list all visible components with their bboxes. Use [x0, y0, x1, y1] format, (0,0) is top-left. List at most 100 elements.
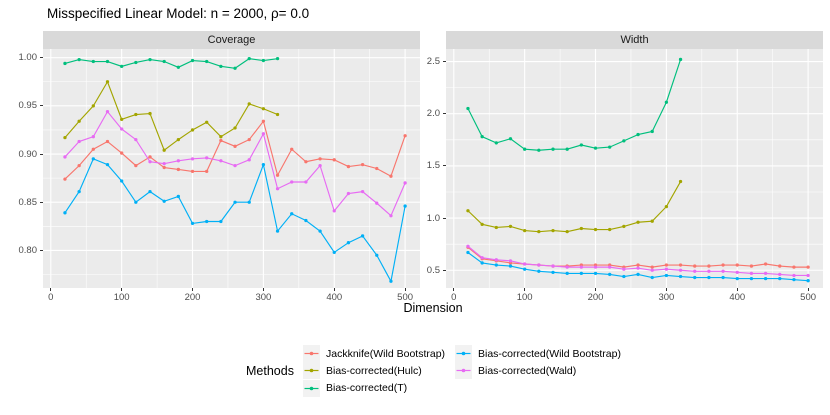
series-point-jackknife-wild-bootstrap [261, 119, 266, 123]
series-point-jackknife-wild-bootstrap [707, 264, 711, 268]
series-point-bias-corrected-hulc [636, 220, 640, 224]
series-point-bias-corrected-wild-bootstrap [290, 212, 294, 216]
x-axis-tick-label: 400 [326, 292, 343, 303]
series-point-bias-corrected-hulc [91, 104, 95, 108]
y-axis-tick-label: 1.00 [18, 52, 38, 64]
series-point-bias-corrected-hulc [190, 128, 195, 132]
series-point-bias-corrected-hulc [678, 179, 683, 184]
x-axis-tick-label: 200 [184, 292, 201, 303]
series-point-bias-corrected-wild-bootstrap [233, 200, 237, 204]
x-axis-tick-label: 500 [397, 292, 414, 303]
legend-key-swatch [303, 345, 320, 363]
series-point-jackknife-wild-bootstrap [318, 157, 322, 161]
facet-strip-width: Width [446, 31, 823, 49]
series-point-bias-corrected-hulc [565, 229, 569, 234]
series-point-bias-corrected-hulc [593, 227, 598, 232]
x-axis-tick-label: 0 [48, 292, 54, 303]
series-point-bias-corrected-wald [332, 209, 336, 213]
series-point-jackknife-wild-bootstrap [120, 151, 124, 155]
series-point-jackknife-wild-bootstrap [375, 166, 379, 171]
y-axis-tick-label: 2.0 [426, 108, 440, 120]
series-point-bias-corrected-wild-bootstrap [134, 200, 138, 204]
legend-line-icon [304, 386, 319, 391]
series-point-bias-corrected-hulc [247, 102, 251, 106]
series-point-jackknife-wild-bootstrap [247, 137, 251, 142]
legend-item-label: Jackknife(Wild Bootstrap) [326, 347, 446, 360]
x-axis-tick-label: 100 [113, 292, 130, 303]
series-point-jackknife-wild-bootstrap [290, 147, 294, 151]
series-point-bias-corrected-wald [105, 109, 110, 114]
series-point-bias-corrected-t [593, 146, 598, 150]
x-axis-tick-label: 100 [516, 292, 533, 303]
legend-line-icon [456, 351, 471, 356]
series-point-bias-corrected-wild-bootstrap [551, 270, 555, 274]
series-point-jackknife-wild-bootstrap [219, 138, 223, 143]
series-point-bias-corrected-wald [219, 159, 223, 163]
series-point-jackknife-wild-bootstrap [650, 265, 654, 269]
series-line-bias-corrected-hulc [64, 80, 278, 152]
x-axis-tick-label: 400 [729, 292, 746, 303]
series-point-bias-corrected-wild-bootstrap [636, 272, 640, 277]
legend-key-swatch [303, 362, 320, 380]
series-point-bias-corrected-t [190, 58, 195, 63]
series-point-bias-corrected-wild-bootstrap [176, 194, 181, 199]
x-axis-tick [595, 288, 597, 291]
legend-line-icon [456, 369, 471, 373]
x-axis-tick-label: 500 [800, 292, 817, 303]
series-point-bias-corrected-wald [707, 269, 711, 273]
series-point-bias-corrected-t [162, 59, 166, 64]
series-point-bias-corrected-t [205, 59, 209, 64]
facet-strip-width-label: Width [620, 34, 649, 46]
series-point-jackknife-wild-bootstrap [778, 264, 782, 268]
series-point-bias-corrected-wild-bootstrap [693, 275, 697, 280]
series-point-bias-corrected-wald [806, 273, 810, 278]
series-point-bias-corrected-wild-bootstrap [650, 275, 654, 280]
series-point-bias-corrected-hulc [105, 80, 110, 84]
series-point-jackknife-wild-bootstrap [190, 169, 195, 174]
series-point-bias-corrected-wald [190, 157, 195, 161]
x-axis-tick-label: 0 [451, 292, 457, 303]
series-point-jackknife-wild-bootstrap [763, 262, 768, 266]
series-line-bias-corrected-wild-bootstrap [64, 158, 406, 283]
series-point-bias-corrected-hulc [162, 148, 166, 152]
legend-item: Bias-corrected(Hulc) [303, 362, 445, 380]
series-point-bias-corrected-wild-bootstrap [622, 274, 626, 279]
series-point-jackknife-wild-bootstrap [346, 164, 351, 169]
series-point-bias-corrected-t [494, 141, 498, 145]
series-point-jackknife-wild-bootstrap [332, 158, 336, 162]
series-point-jackknife-wild-bootstrap [91, 147, 95, 151]
series-point-bias-corrected-wild-bootstrap [120, 179, 124, 183]
series-point-bias-corrected-t [176, 65, 181, 69]
legend-item-label: Bias-corrected(T) [326, 382, 408, 395]
series-point-bias-corrected-hulc [219, 135, 223, 139]
series-point-bias-corrected-wild-bootstrap [219, 219, 223, 224]
series-point-bias-corrected-t [608, 145, 612, 149]
series-point-jackknife-wild-bootstrap [664, 263, 669, 267]
series-point-bias-corrected-wild-bootstrap [91, 157, 95, 161]
y-axis-tick-label: 1.0 [426, 212, 440, 224]
y-axis-tick [40, 153, 43, 155]
series-point-bias-corrected-wald [176, 159, 181, 163]
series-point-jackknife-wild-bootstrap [304, 160, 308, 164]
series-point-bias-corrected-wild-bootstrap [763, 276, 768, 281]
x-axis-tick [453, 288, 455, 291]
series-point-bias-corrected-hulc [176, 137, 181, 142]
series-point-bias-corrected-wild-bootstrap [678, 274, 683, 279]
series-point-bias-corrected-t [523, 147, 527, 151]
series-point-bias-corrected-t [275, 56, 280, 61]
series-point-jackknife-wild-bootstrap [162, 165, 166, 170]
series-point-bias-corrected-wild-bootstrap [304, 218, 308, 223]
series-point-jackknife-wild-bootstrap [792, 265, 796, 269]
series-point-bias-corrected-wald [537, 263, 541, 267]
y-axis-tick-label: 1.5 [426, 160, 440, 172]
series-point-bias-corrected-wild-bootstrap [508, 264, 513, 268]
series-point-bias-corrected-t [650, 129, 654, 134]
y-axis-tick [443, 165, 446, 167]
series-line-bias-corrected-wald [467, 245, 809, 277]
legend-line-icon [304, 369, 319, 373]
series-point-bias-corrected-wald [134, 137, 138, 142]
legend-item: Bias-corrected(T) [303, 379, 445, 397]
legend-column-1: Jackknife(Wild Bootstrap) Bias-corrected… [303, 345, 445, 397]
series-point-bias-corrected-hulc [523, 228, 527, 233]
series-point-bias-corrected-wild-bootstrap [403, 204, 407, 208]
